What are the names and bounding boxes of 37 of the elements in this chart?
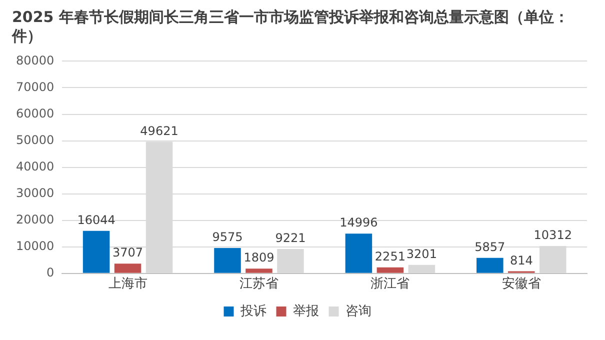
- data-label: 9575: [212, 230, 243, 244]
- x-tick-label: 浙江省: [370, 276, 410, 292]
- y-tick-label: 10000: [16, 239, 54, 253]
- y-tick-label: 30000: [16, 186, 54, 200]
- legend-label: 投诉: [239, 304, 266, 319]
- data-label: 2251: [374, 250, 406, 264]
- x-tick-label: 安徽省: [502, 276, 541, 292]
- chart-title: 2025 年春节长假期间长三角三省一市市场监管投诉举报和咨询总量示意图（单位：件）: [10, 8, 570, 46]
- data-label: 814: [510, 253, 533, 268]
- bar: [476, 258, 504, 273]
- data-label: 5857: [474, 240, 506, 254]
- bar: [82, 230, 110, 273]
- legend-label: 举报: [292, 304, 319, 319]
- bar: [376, 267, 404, 273]
- bar: [214, 248, 241, 273]
- y-tick-label: 70000: [16, 80, 54, 94]
- bar: [345, 234, 372, 273]
- y-tick-label: 50000: [16, 132, 54, 147]
- y-tick-label: 0: [46, 266, 54, 280]
- data-label: 1809: [244, 250, 274, 265]
- bar: [114, 264, 142, 273]
- bar: [408, 264, 436, 273]
- y-tick-label: 80000: [16, 53, 54, 68]
- data-label: 3201: [406, 247, 437, 262]
- legend-label: 咨询: [345, 304, 372, 319]
- y-tick-label: 20000: [16, 212, 54, 226]
- data-label: 10312: [534, 228, 572, 242]
- data-label: 3707: [112, 246, 144, 260]
- bar: [246, 268, 272, 273]
- data-label: 9221: [275, 231, 306, 246]
- data-label: 49621: [140, 124, 178, 138]
- data-label: 16044: [77, 212, 116, 227]
- y-tick-label: 40000: [16, 159, 54, 174]
- data-label: 14996: [340, 216, 378, 230]
- x-tick-label: 江苏省: [239, 276, 278, 292]
- x-tick-label: 上海市: [108, 276, 148, 292]
- y-tick-label: 60000: [16, 106, 54, 120]
